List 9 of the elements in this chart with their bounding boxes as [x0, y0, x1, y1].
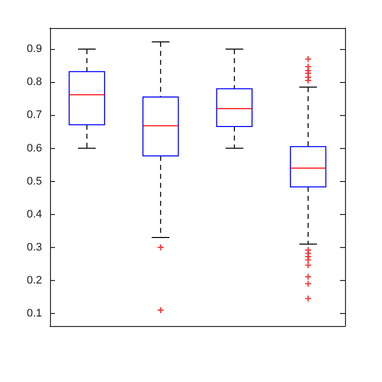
y-tick-label: 0.2: [26, 274, 42, 286]
y-tick-label: 0.3: [26, 241, 42, 254]
y-tick-label: 0.6: [26, 142, 42, 154]
y-tick-label: 0.4: [26, 208, 42, 220]
y-tick-label: 0.7: [26, 109, 42, 122]
y-tick-label: 0.1: [26, 307, 42, 320]
y-tick-label: 0.8: [26, 76, 42, 88]
y-tick-label: 0.5: [26, 175, 42, 188]
y-tick-label: 0.9: [26, 43, 42, 56]
